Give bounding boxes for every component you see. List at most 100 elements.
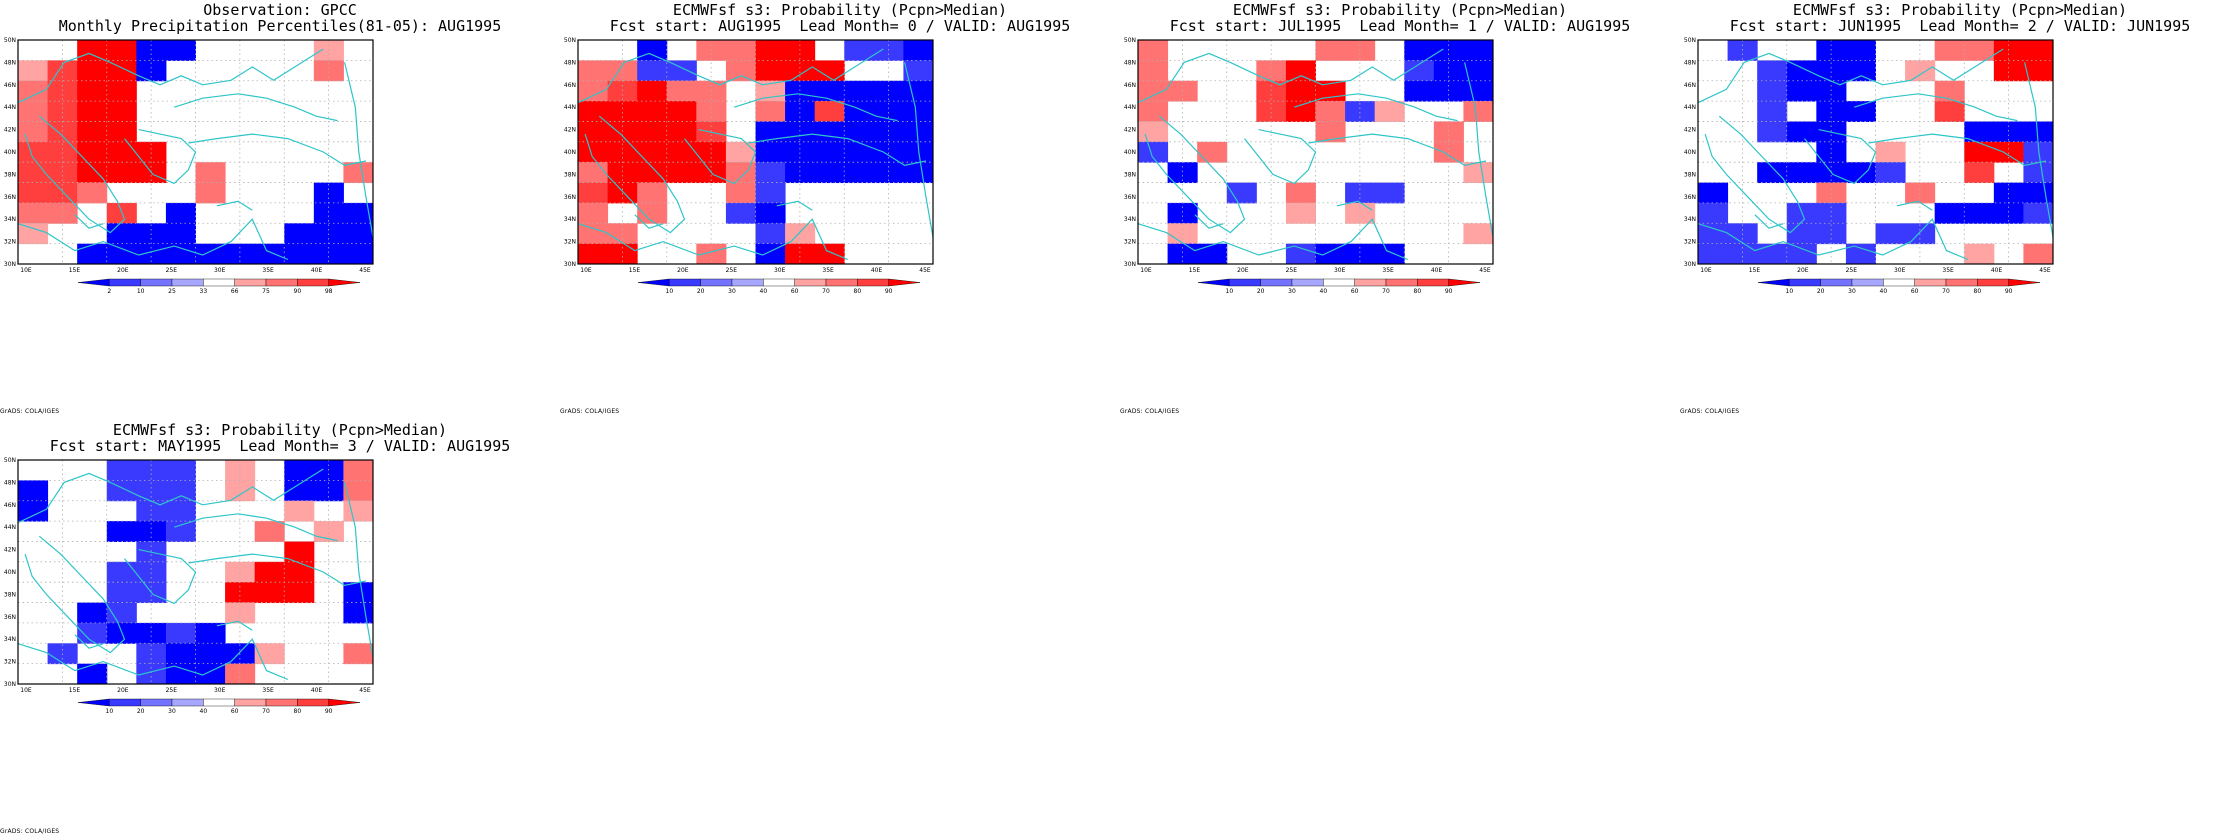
colorbar-label: 80 [854,288,862,295]
colorbar-segment [109,698,141,707]
colorbar-segment [328,278,361,287]
coastline [577,218,849,261]
latitude-label: 38N [1124,171,1136,178]
map-cell [785,243,816,265]
map-cell [77,60,108,82]
map-cell [2023,182,2054,204]
map-cell [578,141,609,163]
coastline [1137,48,1444,104]
map-cell [1816,80,1847,102]
map-cell [696,101,727,122]
map-cell [1345,182,1376,204]
colorbar-label: 90 [2005,288,2013,295]
map-cell [873,141,904,163]
map-cell [1845,60,1876,82]
colorbar-label: 80 [1974,288,1982,295]
map-panel-observation: Observation: GPCC Monthly Precipitation … [0,0,560,420]
map-cell [637,182,668,204]
latitude-label: 36N [1684,194,1696,201]
colorbar-segment [888,278,921,287]
map-cell [1374,182,1405,204]
map-cell [1463,223,1494,245]
map-frame [1697,39,2054,265]
map-cell [1285,182,1316,204]
map-cell [1698,202,1729,224]
colorbar-segment [234,278,267,287]
map-cell [1404,60,1435,82]
map-cell [873,121,904,143]
longitude-label: 30E [214,687,226,694]
latitude-label: 32N [4,659,16,666]
coastline [188,553,367,587]
colorbar-label: 10 [106,708,114,715]
map-cell [637,162,668,184]
map-cell [106,141,137,163]
map-cell [195,622,226,644]
map-cell [1816,101,1847,122]
map-cell [607,243,638,265]
map-cell [578,101,609,122]
map-cell [814,60,845,82]
map-cell [696,141,727,163]
map-cell [136,521,167,542]
map-cell [725,60,756,82]
map-panel-lead-2: ECMWFsf s3: Probability (Pcpn>Median) Fc… [1680,0,2240,420]
map-cell [903,121,934,143]
map-cell [666,121,697,143]
map-cell [1698,182,1729,204]
coastline [1464,62,1494,238]
latitude-label: 36N [4,614,16,621]
map-cell [814,141,845,163]
latitude-label: 40N [4,149,16,156]
coastline [24,115,126,234]
map-cell [136,622,167,644]
map-cell [844,162,875,184]
colorbar-label: 20 [1817,288,1825,295]
latitude-label: 48N [1124,59,1136,66]
colorbar-segment [1914,278,1947,287]
map-cell [343,223,374,245]
colorbar-segment [700,278,733,287]
map-cell [1197,243,1228,265]
colorbar-segment [1757,278,1790,287]
map-cell [903,80,934,102]
latitude-label: 30N [564,261,576,268]
panel-title: Observation: GPCC [203,1,357,19]
map-cell [165,40,196,61]
map-cell [1463,80,1494,102]
coastline [1704,115,1806,234]
coastline [776,200,813,211]
longitude-label: 30E [214,267,226,274]
coastline [1144,115,1246,234]
longitude-label: 40E [311,687,323,694]
map-cell [254,643,285,665]
map-cell [1167,202,1198,224]
colorbar-label: 20 [137,708,145,715]
map-cell [1404,40,1435,61]
map-cell [284,480,315,502]
map-cell [195,162,226,184]
map-cell [343,243,374,265]
map-cell [814,80,845,102]
map-cell [77,663,108,685]
map-cell [755,60,786,82]
map-cell [1964,162,1995,184]
colorbar-segment [77,278,110,287]
coastline [1244,129,1317,185]
latitude-label: 46N [4,502,16,509]
colorbar-segment [1229,278,1261,287]
colorbar-segment [763,278,795,287]
latitude-label: 40N [564,149,576,156]
map-cell [637,40,668,61]
map-cell [106,460,137,481]
map-cell [607,101,638,122]
map-cell [136,561,167,583]
latitude-label: 48N [1684,59,1696,66]
map-cell [1315,40,1346,61]
map-cell [1256,60,1287,82]
latitude-label: 40N [1124,149,1136,156]
map-cell [2023,202,2054,224]
map-cell [903,162,934,184]
map-cell [785,162,816,184]
map-cell [18,202,49,224]
